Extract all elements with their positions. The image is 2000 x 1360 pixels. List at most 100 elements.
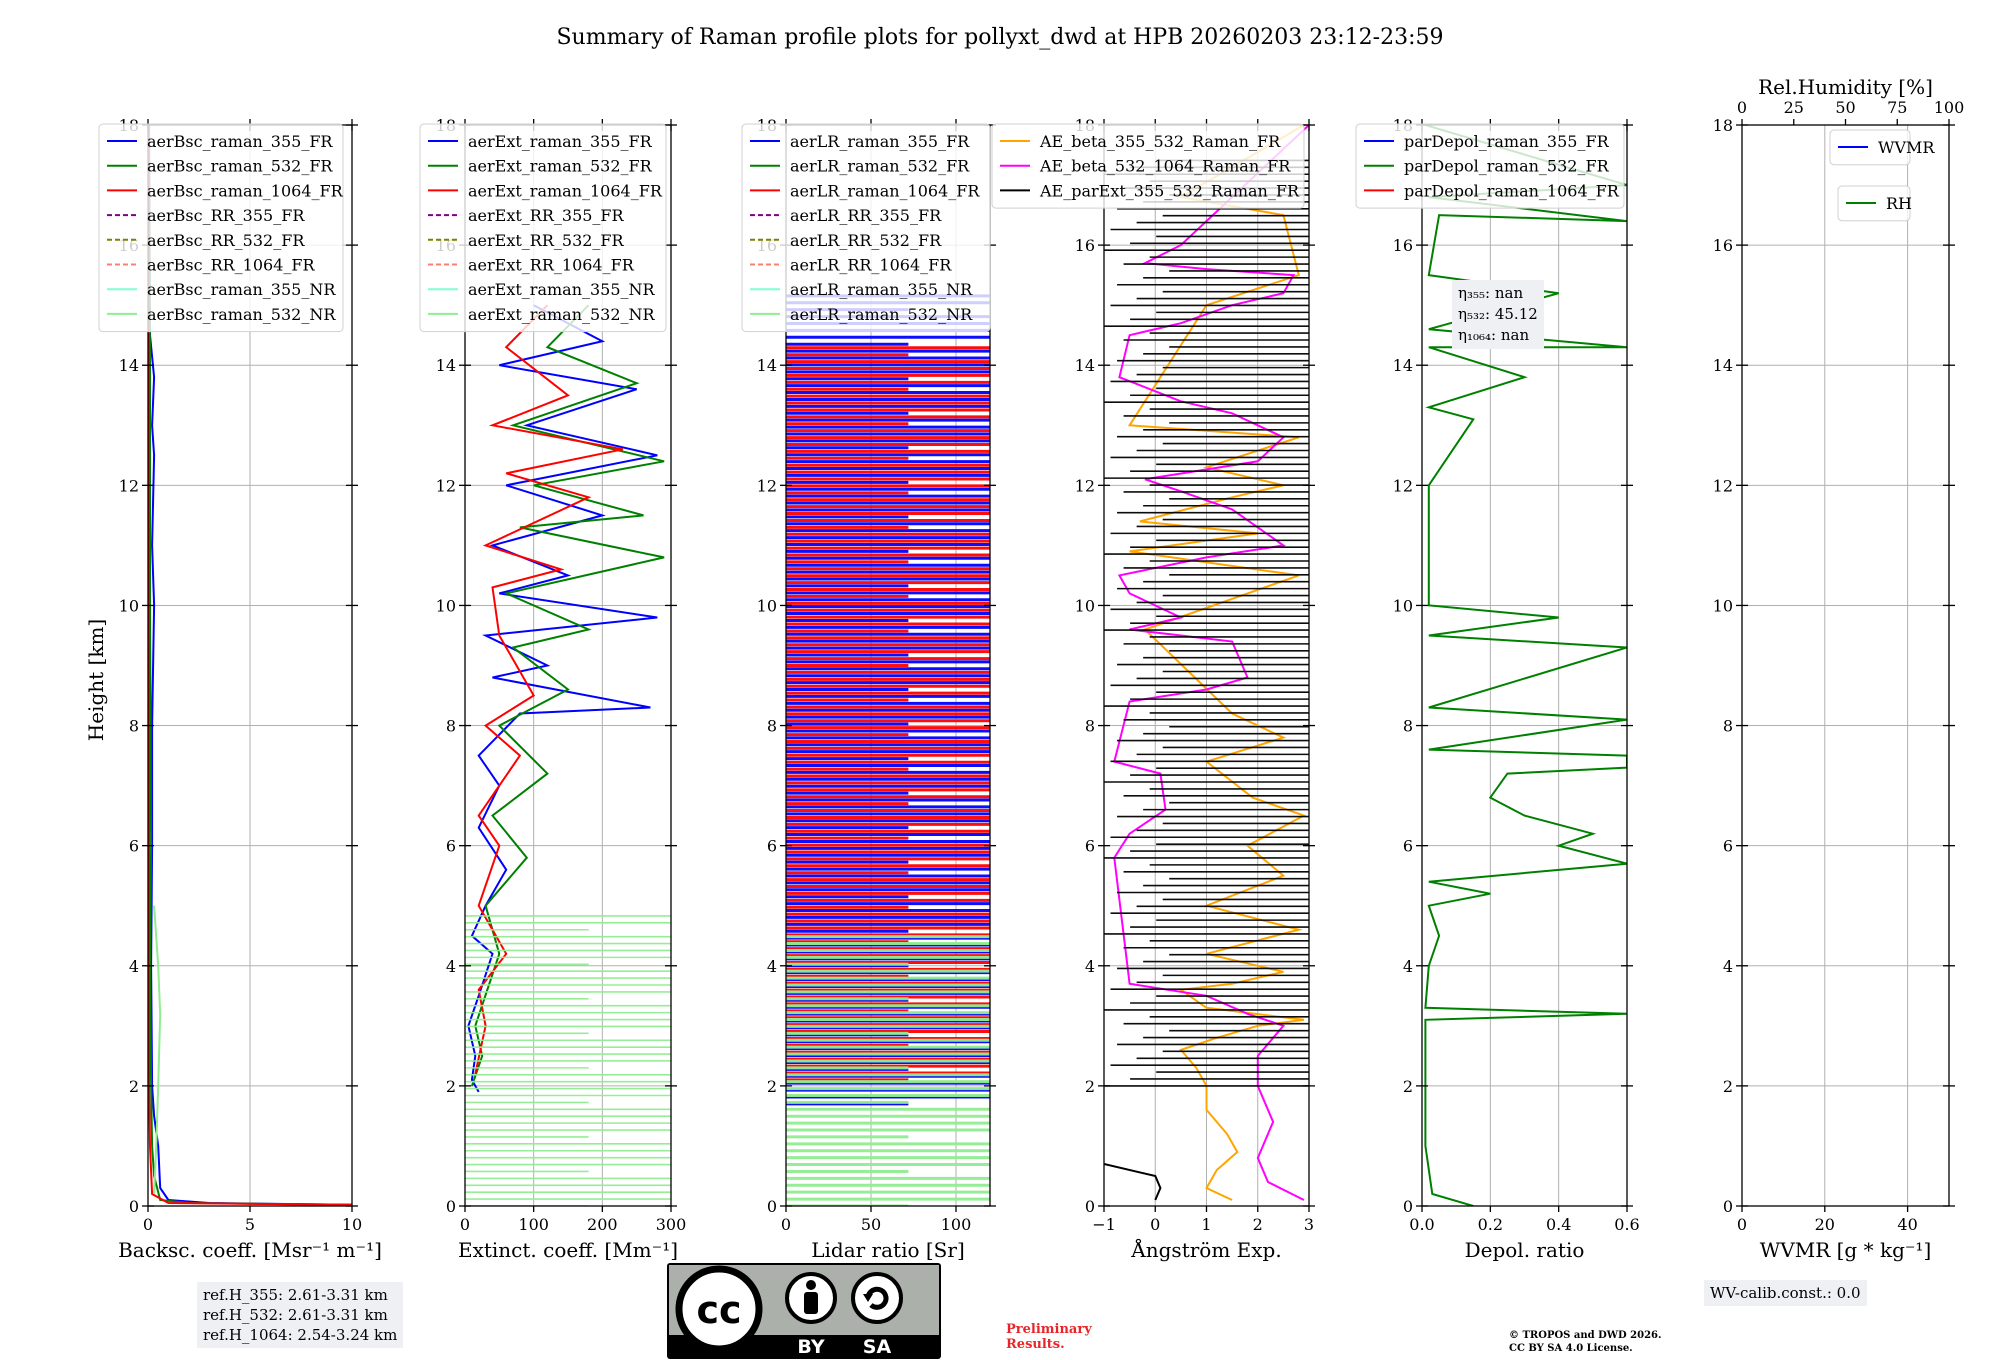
series-aerBsc_raman_1064_FR [148, 125, 352, 1206]
wv-calib-const: WV-calib.const.: 0.0 [1710, 1284, 1861, 1302]
cc-sa-label: SA [863, 1336, 892, 1358]
y-tick-label: 4 [446, 957, 456, 976]
legend-label: aerBsc_RR_1064_FR [147, 256, 316, 275]
legend-label: aerLR_RR_532_FR [790, 231, 942, 250]
legend-label: aerLR_RR_355_FR [790, 206, 942, 225]
y-tick-label: 6 [767, 837, 777, 856]
x-axis-label: Extinct. coeff. [Mm⁻¹] [458, 1238, 678, 1262]
legend-label: aerBsc_raman_355_FR [147, 132, 333, 151]
y-tick-label: 6 [1403, 837, 1413, 856]
legend-label: aerExt_RR_532_FR [468, 231, 625, 250]
y-tick-label: 6 [1723, 837, 1733, 856]
legend-label: aerLR_raman_532_FR [790, 157, 970, 176]
x-axis-label: Depol. ratio [1465, 1238, 1585, 1262]
y-axis-label: Height [km] [84, 619, 108, 741]
y-tick-label: 12 [436, 476, 456, 495]
x-axis-label: Backsc. coeff. [Msr⁻¹ m⁻¹] [118, 1238, 382, 1262]
y-tick-label: 14 [757, 356, 777, 375]
legend-label: RH [1886, 194, 1912, 213]
x-axis-label: WVMR [g * kg⁻¹] [1760, 1238, 1932, 1262]
legend-label: aerBsc_raman_532_NR [147, 305, 336, 324]
y-tick-label: 10 [1393, 596, 1413, 615]
x-axis-label: Lidar ratio [Sr] [811, 1238, 965, 1262]
legend-box [741, 123, 991, 333]
y-tick-label: 8 [129, 717, 139, 736]
legend-label: aerBsc_raman_355_NR [147, 280, 336, 299]
x-tick-label: 5 [245, 1215, 255, 1234]
y-tick-label: 2 [1723, 1077, 1733, 1096]
legend-label: parDepol_raman_355_FR [1404, 132, 1610, 151]
panel-lr: 024681012141618050100Lidar ratio [Sr]aer… [741, 116, 996, 1262]
y-tick-label: 10 [757, 596, 777, 615]
legend-box [991, 123, 1305, 209]
legend-label: aerLR_raman_532_NR [790, 305, 973, 324]
legend-label: aerExt_RR_355_FR [468, 206, 625, 225]
y-tick-label: 4 [1723, 957, 1733, 976]
legend-box [1829, 129, 1911, 166]
x-tick-label: 50 [861, 1215, 881, 1234]
y-tick-label: 18 [1713, 116, 1733, 135]
legend-label: aerExt_raman_532_FR [468, 157, 653, 176]
cc-by-label: BY [797, 1336, 824, 1358]
figure-title: Summary of Raman profile plots for polly… [556, 25, 1443, 50]
y-tick-label: 2 [1403, 1077, 1413, 1096]
legend-label: WVMR [1878, 138, 1935, 157]
copyright-line-1: © TROPOS and DWD 2026. [1509, 1330, 1662, 1341]
top-x-tick-label: 100 [1934, 98, 1965, 117]
x-tick-label: 0 [1150, 1215, 1160, 1234]
y-tick-label: 14 [119, 356, 139, 375]
x-tick-label: 0 [460, 1215, 470, 1234]
y-tick-label: 2 [767, 1077, 777, 1096]
data-layer [465, 304, 671, 1206]
y-tick-label: 2 [129, 1077, 139, 1096]
legend-label: AE_parExt_355_532_Raman_FR [1039, 181, 1300, 200]
series-aerExt_raman_1064_FR [474, 304, 624, 1075]
ref-height-box: ref.H_355: 2.61-3.31 km ref.H_532: 2.61-… [197, 1282, 404, 1348]
legend-box [1355, 123, 1625, 209]
x-tick-label: 0 [143, 1215, 153, 1234]
x-tick-label: 0.0 [1409, 1215, 1434, 1234]
eta-355: η₃₅₅: nan [1458, 284, 1524, 302]
legend-box [98, 123, 344, 333]
preliminary-line-1: Preliminary [1006, 1322, 1092, 1337]
y-tick-label: 14 [1393, 356, 1413, 375]
preliminary-note: Preliminary Results. [1006, 1322, 1092, 1352]
y-tick-label: 4 [1403, 957, 1413, 976]
x-tick-label: 2 [1253, 1215, 1263, 1234]
series-AE_beta_532_1064_Raman_FR [1113, 125, 1309, 1201]
y-tick-label: 4 [767, 957, 777, 976]
y-tick-label: 2 [446, 1077, 456, 1096]
panel-bsc: 0246810121416180510Backsc. coeff. [Msr⁻¹… [98, 116, 382, 1262]
y-tick-label: 12 [1713, 476, 1733, 495]
top-x-tick-label: 75 [1887, 98, 1907, 117]
legend-label: AE_beta_355_532_Raman_FR [1039, 132, 1281, 151]
y-tick-label: 2 [1085, 1077, 1095, 1096]
legend-label: AE_beta_532_1064_Raman_FR [1039, 157, 1291, 176]
y-tick-label: 12 [1393, 476, 1413, 495]
legend-label: aerBsc_raman_532_FR [147, 157, 333, 176]
y-tick-label: 0 [129, 1197, 139, 1216]
y-tick-label: 10 [119, 596, 139, 615]
ref-height-532: ref.H_532: 2.61-3.31 km [203, 1306, 388, 1324]
share-alike-icon [851, 1272, 903, 1324]
legend-label: aerBsc_RR_532_FR [147, 231, 305, 250]
y-tick-label: 12 [757, 476, 777, 495]
x-tick-label: 3 [1304, 1215, 1314, 1234]
series-aerBsc_raman_532_NR [153, 905, 162, 1195]
copyright-line-2: CC BY SA 4.0 License. [1509, 1343, 1633, 1354]
axes-frame [1741, 124, 1950, 1207]
x-tick-label: 0.6 [1614, 1215, 1639, 1234]
y-tick-label: 12 [1075, 476, 1095, 495]
y-tick-label: 0 [1403, 1197, 1413, 1216]
y-tick-label: 4 [1085, 957, 1095, 976]
legend-label: aerLR_raman_355_FR [790, 132, 970, 151]
legend-label: aerBsc_RR_355_FR [147, 206, 305, 225]
y-tick-label: 0 [1085, 1197, 1095, 1216]
preliminary-line-2: Results. [1006, 1337, 1065, 1352]
top-x-axis-label: Rel.Humidity [%] [1758, 75, 1933, 99]
y-tick-label: 6 [129, 837, 139, 856]
x-tick-label: 40 [1897, 1215, 1917, 1234]
